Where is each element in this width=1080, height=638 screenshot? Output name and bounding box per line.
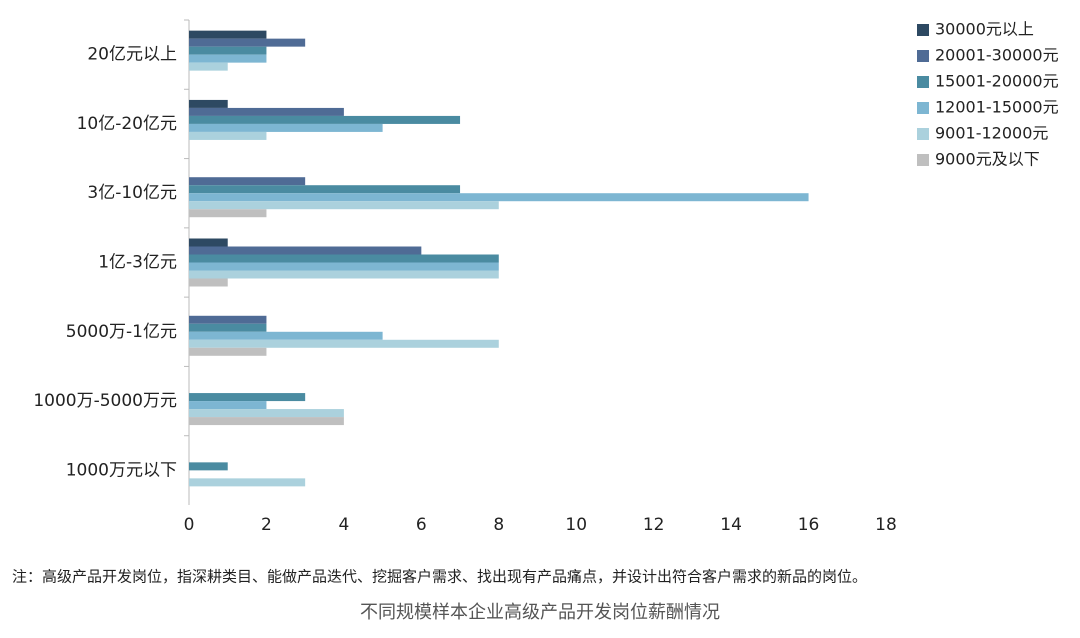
bar [189, 62, 228, 71]
x-tick-label: 0 [184, 515, 195, 535]
bar [189, 177, 306, 186]
x-tick-label: 2 [261, 515, 272, 535]
bar [189, 462, 228, 471]
x-tick-label: 4 [338, 515, 349, 535]
y-tick-label: 1000万元以下 [66, 460, 177, 480]
bar [189, 201, 499, 210]
legend-swatch [917, 154, 929, 166]
bar [189, 99, 228, 108]
bar [189, 401, 267, 410]
bar [189, 409, 344, 418]
x-tick-label: 18 [875, 515, 897, 535]
bar [189, 115, 461, 124]
bar [189, 54, 267, 63]
bar [189, 38, 306, 47]
legend-label: 12001-15000元 [935, 98, 1059, 117]
legend-swatch [917, 102, 929, 114]
y-tick-label: 10亿-20亿元 [77, 114, 177, 134]
bar [189, 46, 267, 55]
note: 注：高级产品开发岗位，指深耕类目、能做产品迭代、挖掘客户需求、找出现有产品痛点，… [12, 568, 867, 586]
legend-swatch [917, 24, 929, 36]
x-tick-label: 12 [643, 515, 665, 535]
x-tick-label: 16 [798, 515, 820, 535]
bar [189, 30, 267, 39]
bar [189, 478, 306, 487]
bar [189, 131, 267, 140]
bar [189, 193, 809, 202]
bar [189, 393, 306, 402]
legend-label: 30000元以上 [935, 20, 1034, 39]
bar [189, 185, 461, 194]
y-tick-label: 20亿元以上 [87, 45, 177, 65]
bar [189, 315, 267, 324]
x-tick-label: 10 [565, 515, 587, 535]
bar [189, 246, 422, 255]
bar [189, 331, 383, 340]
x-tick-label: 14 [720, 515, 742, 535]
legend-swatch [917, 128, 929, 140]
bar [189, 238, 228, 247]
bar [189, 123, 383, 132]
y-tick-label: 5000万-1亿元 [66, 322, 177, 342]
x-tick-label: 6 [416, 515, 427, 535]
legend-label: 9001-12000元 [935, 124, 1048, 143]
legend-label: 20001-30000元 [935, 46, 1059, 65]
bar [189, 347, 267, 356]
bar [189, 323, 267, 332]
bar [189, 209, 267, 218]
bar [189, 278, 228, 287]
bar [189, 254, 499, 263]
legend-swatch [917, 76, 929, 88]
x-tick-label: 8 [493, 515, 504, 535]
legend-swatch [917, 50, 929, 62]
bar [189, 417, 344, 426]
y-tick-label: 1000万-5000万元 [33, 391, 177, 411]
legend-label: 9000元及以下 [935, 150, 1040, 169]
y-tick-label: 1亿-3亿元 [98, 253, 177, 273]
y-tick-label: 3亿-10亿元 [87, 183, 177, 203]
chart-title: 不同规模样本企业高级产品开发岗位薪酬情况 [360, 602, 720, 623]
legend-label: 15001-20000元 [935, 72, 1059, 91]
bar [189, 107, 344, 116]
bar [189, 339, 499, 348]
bar [189, 270, 499, 279]
bar [189, 262, 499, 271]
